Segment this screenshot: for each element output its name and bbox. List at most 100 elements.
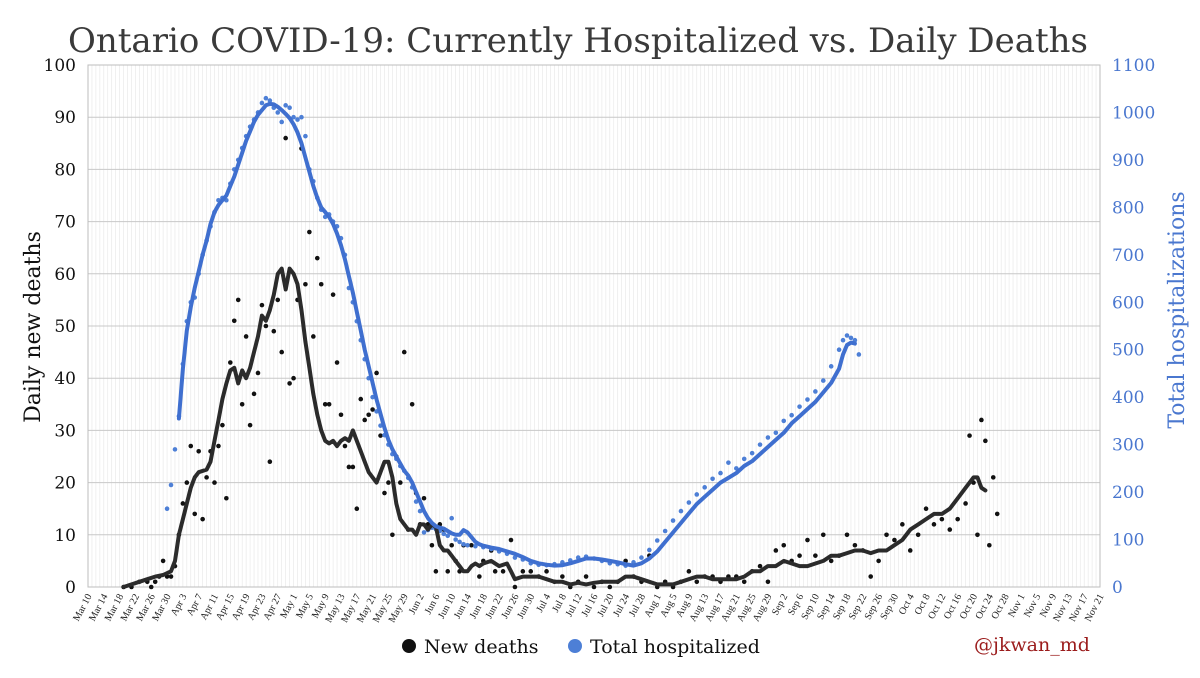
point-new-deaths [358,396,364,402]
point-new-deaths [583,574,589,579]
point-total-hospitalized [844,333,850,338]
point-new-deaths [765,579,771,585]
point-new-deaths [520,569,526,574]
legend-swatch-new-deaths [402,639,416,653]
point-new-deaths [508,537,514,543]
point-new-deaths [180,501,186,506]
point-new-deaths [152,579,158,585]
series-points [121,95,1000,590]
point-total-hospitalized [267,98,273,103]
y-tick-right: 1000 [1112,103,1155,123]
point-total-hospitalized [726,460,731,465]
point-new-deaths [259,302,265,308]
point-new-deaths [235,297,241,303]
point-new-deaths [354,506,360,512]
point-new-deaths [386,480,391,485]
point-total-hospitalized [453,537,458,542]
point-new-deaths [160,558,166,564]
point-new-deaths [773,548,779,553]
point-new-deaths [469,542,474,548]
point-total-hospitalized [263,95,269,101]
point-new-deaths [852,542,858,548]
point-new-deaths [212,480,217,485]
point-new-deaths [378,433,383,438]
point-new-deaths [947,527,953,532]
y-axis-label-right: Total hospitalizations [1165,191,1190,428]
point-new-deaths [382,490,387,496]
y-tick-left: 70 [54,213,76,233]
point-new-deaths [188,443,194,449]
point-new-deaths [330,292,336,297]
point-new-deaths [975,532,980,538]
point-total-hospitalized [848,335,854,341]
point-new-deaths [168,574,174,579]
point-new-deaths [983,438,988,444]
right-y-ticks: 0 100 200 300 400 500 600 700 800 900 1000 1100 [1112,56,1155,598]
point-new-deaths [224,495,229,501]
y-tick-right: 200 [1112,483,1144,503]
chart-title: Ontario COVID-19: Currently Hospitalized… [68,21,1088,61]
point-total-hospitalized [457,539,462,545]
point-new-deaths [346,464,352,470]
point-new-deaths [374,370,379,376]
point-new-deaths [868,574,874,579]
point-total-hospitalized [172,447,178,452]
point-total-hospitalized [639,555,644,560]
point-total-hospitalized [828,364,834,369]
point-total-hospitalized [757,442,763,447]
point-new-deaths [196,448,201,454]
point-new-deaths [915,532,921,538]
point-total-hospitalized [840,337,846,343]
point-new-deaths [314,255,320,261]
point-new-deaths [390,532,395,538]
point-total-hospitalized [421,530,427,535]
point-new-deaths [923,506,929,512]
point-new-deaths [963,501,968,506]
point-total-hospitalized [413,499,419,504]
point-total-hospitalized [670,518,676,523]
point-new-deaths [560,574,565,579]
point-total-hospitalized [295,117,300,122]
point-new-deaths [251,391,257,397]
point-new-deaths [797,553,802,558]
trend-line-new-deaths [121,266,988,589]
point-total-hospitalized [836,347,842,353]
point-total-hospitalized [749,450,755,456]
point-new-deaths [844,532,850,538]
legend: New deaths Total hospitalized [402,636,760,658]
point-total-hospitalized [449,515,454,521]
point-new-deaths [828,558,834,564]
legend-label-total-hospitalized: Total hospitalized [590,636,760,658]
y-tick-left: 50 [54,317,76,337]
point-new-deaths [263,323,269,329]
point-total-hospitalized [164,506,170,512]
point-total-hospitalized [773,430,779,436]
point-new-deaths [204,475,209,480]
y-tick-right: 0 [1112,578,1123,598]
y-tick-right: 900 [1112,151,1144,171]
point-total-hospitalized [813,389,818,394]
point-new-deaths [421,495,427,501]
point-new-deaths [362,417,368,423]
point-new-deaths [287,381,292,386]
point-total-hospitalized [805,397,810,402]
point-new-deaths [907,548,913,553]
trend-line-total-hospitalized [176,101,857,568]
point-total-hospitalized [789,412,794,418]
legend-label-new-deaths: New deaths [424,636,539,658]
point-new-deaths [279,349,285,355]
point-total-hospitalized [259,100,265,106]
point-new-deaths [512,584,518,590]
point-total-hospitalized [441,531,447,537]
point-new-deaths [239,402,245,407]
point-new-deaths [477,574,482,579]
series-trend-lines [121,101,988,589]
point-total-hospitalized [856,352,862,357]
point-new-deaths [397,480,403,485]
point-total-hospitalized [662,528,668,534]
point-new-deaths [492,569,498,574]
point-total-hospitalized [461,541,466,547]
point-new-deaths [283,135,288,141]
point-total-hospitalized [279,119,285,125]
